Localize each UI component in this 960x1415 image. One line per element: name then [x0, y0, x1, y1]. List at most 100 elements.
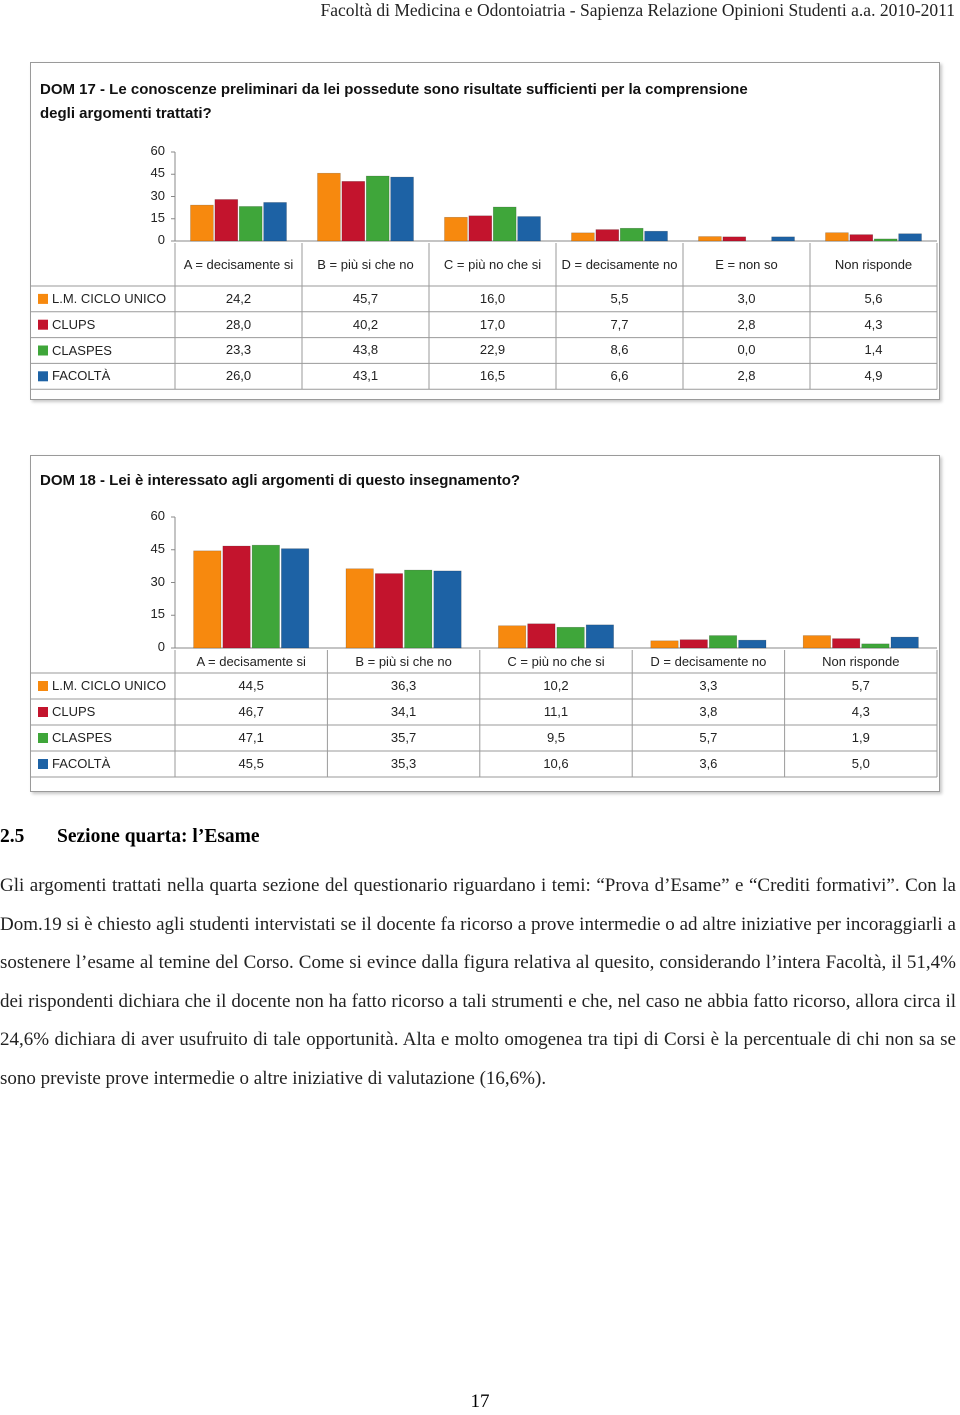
- y-tick-label: 0: [157, 639, 165, 654]
- bar: [527, 623, 556, 649]
- bar: [281, 548, 310, 649]
- bar: [263, 202, 287, 242]
- bar: [341, 181, 366, 242]
- legend-swatch: [38, 681, 48, 691]
- table-value: 43,8: [352, 342, 379, 358]
- chart-title: DOM 18 - Lei è interessato agli argoment…: [40, 472, 521, 489]
- bar: [444, 216, 468, 242]
- table-value: 9,5: [546, 730, 566, 745]
- table-value: 3,8: [699, 704, 718, 719]
- y-tick-label: 45: [150, 540, 165, 556]
- table-value: 47,1: [238, 730, 264, 745]
- y-tick-label: 15: [150, 606, 165, 622]
- table-value: 4,3: [864, 316, 883, 332]
- legend-label: FACOLTÀ: [52, 368, 111, 384]
- table-value: 5,5: [610, 290, 629, 306]
- table-value: 40,2: [352, 316, 379, 332]
- table-value: 6,6: [610, 368, 629, 384]
- bar: [873, 238, 898, 242]
- table-value: 34,1: [390, 704, 417, 719]
- table-value: 5,7: [699, 730, 718, 745]
- bar: [404, 569, 433, 649]
- legend-label: CLUPS: [52, 704, 96, 719]
- chart-title: DOM 17 - Le conoscenze preliminari da le…: [40, 81, 748, 122]
- bar: [517, 216, 541, 242]
- y-tick-label: 30: [150, 573, 165, 589]
- table-value: 2,8: [737, 316, 756, 332]
- legend-label: L.M. CICLO UNICO: [52, 290, 167, 306]
- bar: [644, 230, 668, 242]
- table-value: 23,3: [225, 342, 252, 358]
- table-value: 8,6: [610, 342, 629, 358]
- category-label: Non risponde: [834, 256, 913, 272]
- table-value: 1,4: [864, 342, 883, 358]
- bar: [571, 232, 595, 242]
- legend-swatch: [38, 319, 48, 330]
- bar: [214, 199, 239, 242]
- table-value: 17,0: [479, 316, 506, 332]
- bar: [222, 545, 251, 649]
- category-label: Non risponde: [822, 653, 900, 669]
- page-number: 17: [470, 1391, 490, 1412]
- bar: [556, 626, 585, 649]
- table-value: 22,9: [479, 342, 506, 358]
- legend-label: CLASPES: [52, 730, 112, 745]
- table-value: 4,3: [851, 704, 870, 719]
- y-tick-label: 60: [150, 508, 165, 523]
- y-tick-label: 30: [150, 187, 165, 203]
- bar: [390, 176, 414, 242]
- bar: [771, 236, 795, 242]
- legend-swatch: [38, 707, 48, 717]
- table-value: 5,6: [864, 290, 883, 306]
- table-value: 28,0: [225, 316, 252, 332]
- legend-swatch: [38, 371, 48, 382]
- category-label: A = decisamente si: [196, 653, 306, 669]
- bar: [492, 206, 517, 242]
- table-value: 10,2: [543, 678, 569, 693]
- bar: [890, 636, 919, 649]
- bar: [238, 206, 263, 242]
- bar: [849, 234, 874, 242]
- bar: [585, 624, 614, 649]
- running-header: Facoltà di Medicina e Odontoiatria - Sap…: [320, 0, 955, 20]
- bar: [317, 172, 341, 242]
- bar: [498, 625, 527, 649]
- y-tick-label: 0: [157, 232, 165, 247]
- bar: [722, 236, 747, 242]
- category-label: B = più si che no: [317, 256, 414, 272]
- legend-label: L.M. CICLO UNICO: [52, 678, 167, 693]
- category-label: C = più no che si: [443, 256, 542, 272]
- bar: [190, 204, 214, 242]
- bar: [802, 635, 831, 649]
- bar: [832, 638, 861, 649]
- bar: [365, 175, 390, 242]
- legend-swatch: [38, 345, 48, 356]
- table-value: 45,7: [352, 290, 379, 306]
- table-value: 36,3: [390, 678, 417, 693]
- bar: [898, 233, 922, 242]
- table-value: 2,8: [737, 368, 756, 384]
- category-label: A = decisamente si: [183, 256, 294, 272]
- table-value: 26,0: [225, 368, 252, 384]
- table-value: 1,9: [851, 730, 870, 745]
- paragraph: Gli argomenti trattati nella quarta sezi…: [0, 875, 956, 1089]
- table-value: 45,5: [238, 756, 264, 771]
- table-value: 0,0: [737, 342, 756, 358]
- y-tick-label: 60: [150, 143, 165, 158]
- table-value: 35,3: [390, 756, 417, 771]
- bar: [468, 215, 493, 242]
- table-value: 46,7: [238, 704, 264, 719]
- table-value: 7,7: [610, 316, 629, 332]
- bar: [709, 635, 738, 649]
- chart-frame: [30, 455, 940, 792]
- category-label: D = decisamente no: [561, 256, 678, 272]
- legend-swatch: [38, 733, 48, 743]
- table-value: 16,5: [479, 368, 506, 384]
- legend-label: CLUPS: [52, 316, 96, 332]
- category-label: E = non so: [715, 256, 778, 272]
- table-value: 5,0: [851, 756, 870, 771]
- table-value: 11,1: [543, 704, 569, 719]
- legend-swatch: [38, 759, 48, 769]
- table-value: 16,0: [479, 290, 506, 306]
